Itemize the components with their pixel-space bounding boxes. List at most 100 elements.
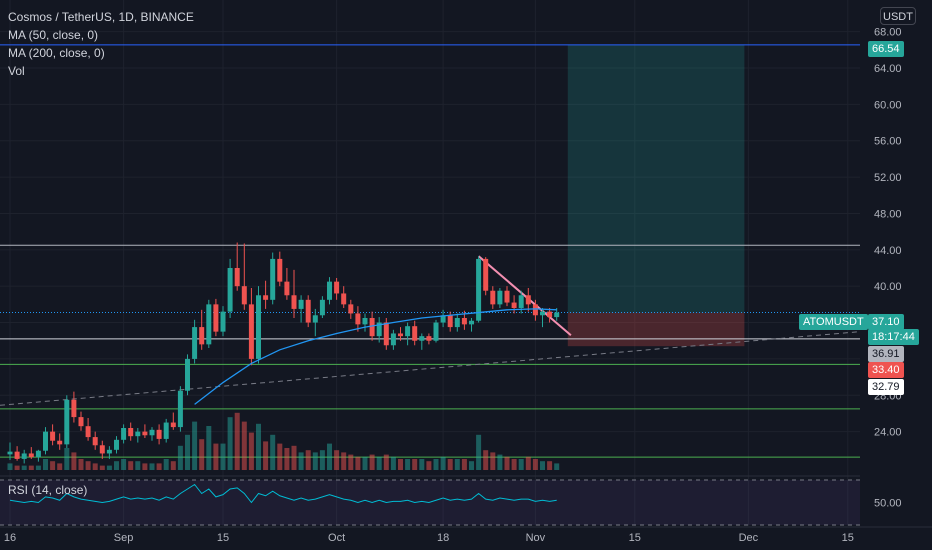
ma200-legend[interactable]: MA (200, close, 0) — [8, 46, 105, 60]
symbol-tag: ATOMUSDT — [799, 314, 868, 330]
target-price-tag: 66.54 — [868, 41, 904, 57]
volume-bar — [383, 454, 389, 470]
candle-body — [263, 295, 269, 300]
volume-bar — [78, 459, 84, 470]
rsi-pane — [0, 475, 860, 526]
candle-body — [149, 429, 155, 436]
candle-body — [383, 322, 389, 346]
volume-bar — [185, 434, 190, 470]
volume-bar — [256, 423, 261, 470]
volume-bar — [547, 461, 553, 470]
candle-body — [35, 450, 41, 458]
price-axis-label: 24.00 — [874, 427, 902, 439]
time-axis-label: Oct — [328, 532, 345, 544]
candle-body — [504, 290, 510, 303]
volume-bar — [291, 445, 297, 470]
candle-body — [7, 451, 13, 455]
volume-bar — [440, 456, 446, 470]
rsi-legend-wrap: RSI (14, close) — [8, 481, 87, 499]
volume-bar — [469, 461, 474, 470]
candle-body — [355, 313, 361, 325]
price-axis-label: 56.00 — [874, 136, 902, 148]
candle-body — [50, 431, 56, 441]
candle-body — [469, 320, 474, 325]
price-axis-label: 52.00 — [874, 172, 902, 184]
candle-body — [334, 281, 340, 294]
candle-body — [220, 311, 226, 332]
time-axis-label: 15 — [217, 532, 229, 544]
volume-bar — [518, 459, 524, 470]
candle-body — [298, 299, 304, 309]
volume-bar — [355, 456, 361, 470]
indicator-lines — [194, 308, 557, 405]
volume-bar — [263, 441, 269, 470]
volume-bar — [206, 426, 212, 470]
volume-bar — [447, 459, 453, 470]
candle-body — [256, 295, 261, 359]
candle-body — [348, 304, 354, 314]
rsi-legend[interactable]: RSI (14, close) — [8, 483, 88, 497]
ma50-line — [194, 308, 557, 405]
candle-body — [532, 304, 538, 316]
volume-bar — [220, 443, 226, 470]
candle-body — [412, 326, 418, 341]
volume-bar — [433, 459, 439, 470]
chart-legend: Cosmos / TetherUS, 1D, BINANCE MA (50, c… — [8, 8, 194, 80]
candle-body — [85, 426, 91, 438]
volume-bar — [341, 452, 347, 470]
candle-body — [497, 290, 503, 305]
candlesticks — [7, 242, 560, 464]
candle-body — [14, 451, 20, 459]
level1-price-tag: 36.91 — [868, 346, 904, 362]
candle-body — [64, 399, 70, 445]
candle-body — [241, 286, 247, 305]
volume-bar — [57, 463, 63, 470]
volume-bar — [277, 443, 283, 470]
volume-bar — [504, 456, 510, 470]
candle-body — [192, 327, 198, 359]
candle-body — [419, 336, 425, 341]
currency-button[interactable]: USDT — [880, 7, 916, 25]
candle-body — [291, 295, 297, 309]
candle-body — [447, 315, 453, 328]
time-axis: 16 Sep 15 Oct 18 Nov 15 Dec 15 — [0, 526, 932, 544]
symbol-title[interactable]: Cosmos / TetherUS, 1D, BINANCE — [8, 10, 194, 24]
vol-legend[interactable]: Vol — [8, 64, 25, 78]
candle-body — [156, 429, 162, 439]
volume-bar — [454, 459, 460, 470]
candle-body — [312, 315, 318, 323]
rsi-axis-label: 50.00 — [874, 498, 902, 510]
volume-bar — [7, 463, 13, 470]
candle-body — [511, 302, 517, 308]
candle-body — [78, 417, 84, 427]
candle-body — [234, 268, 240, 287]
ma50-legend[interactable]: MA (50, close, 0) — [8, 28, 99, 42]
volume-bar — [298, 452, 304, 470]
candle-body — [426, 336, 432, 341]
volume-bar — [227, 417, 233, 470]
candle-body — [284, 281, 290, 296]
candle-body — [71, 399, 77, 418]
volume-bar — [554, 463, 560, 470]
volume-bar — [149, 463, 155, 470]
candle-body — [170, 422, 176, 428]
volume-bar — [43, 459, 48, 470]
volume-bar — [511, 459, 517, 470]
volume-bar — [305, 450, 311, 470]
candle-body — [440, 315, 446, 323]
candle-body — [369, 318, 375, 337]
volume-bar — [21, 465, 27, 470]
candle-body — [390, 333, 396, 346]
volume-bar — [348, 454, 354, 470]
volume-bar — [362, 456, 368, 470]
price-axis-label: 68.00 — [874, 27, 902, 39]
candle-body — [525, 295, 531, 305]
ascending-trendline — [0, 331, 861, 406]
volume-bar — [241, 421, 247, 470]
volume-bar — [156, 463, 162, 470]
volume-bar — [461, 459, 467, 470]
chart-overlays — [0, 44, 861, 458]
volume-bar — [192, 421, 198, 470]
current-price-tag: 37.10 — [868, 314, 904, 330]
